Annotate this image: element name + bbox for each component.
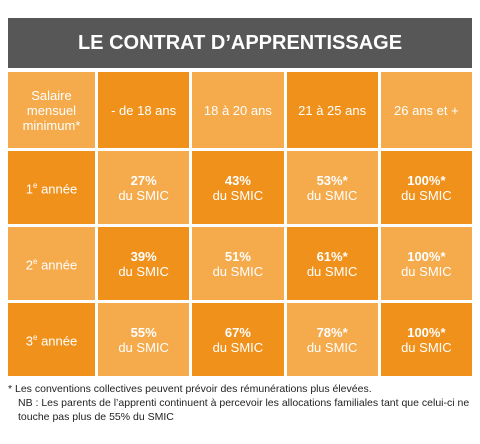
rate-value: 67% <box>224 324 251 340</box>
title: LE CONTRAT D’APPRENTISSAGE <box>77 31 403 54</box>
row-text: année <box>37 333 78 349</box>
rate-value: 43% <box>224 172 251 188</box>
rate-value: 100%* <box>407 324 446 340</box>
row-label: 1e année <box>26 178 77 196</box>
column-header: 18 à 20 ans <box>192 72 284 148</box>
rate-cell: 100%* du SMIC <box>380 303 472 376</box>
row-suffix: e <box>33 333 38 343</box>
row-label: 3e année <box>26 330 77 348</box>
rate-value: 61%* <box>316 248 348 264</box>
rate-unit: du SMIC <box>306 187 358 203</box>
column-label: 21 à 25 ans <box>298 102 367 118</box>
rate-cell: 67% du SMIC <box>192 303 284 376</box>
rate-value: 53%* <box>316 172 348 188</box>
rate-unit: du SMIC <box>118 263 169 279</box>
row-number: 1 <box>25 181 33 197</box>
rate-unit: du SMIC <box>401 263 452 279</box>
rate-unit: du SMIC <box>306 263 358 279</box>
rate-value: 78%* <box>316 324 348 340</box>
corner-label: Salaire mensuel minimum* <box>22 87 81 133</box>
rate-unit: du SMIC <box>306 339 358 355</box>
column-label: 26 ans et + <box>394 102 459 118</box>
rate-unit: du SMIC <box>118 339 169 355</box>
rate-cell: 100%* du SMIC <box>380 151 472 224</box>
note: * Les conventions collectives peuvent pr… <box>8 383 372 395</box>
rate-value: 55% <box>130 324 157 340</box>
column-label: - de 18 ans <box>111 102 177 118</box>
rate-value: 51% <box>224 248 251 264</box>
corner-cell: Salaire mensuel minimum* <box>8 72 95 148</box>
row-header: 3e année <box>8 303 95 376</box>
rate-unit: du SMIC <box>401 339 452 355</box>
note: NB : Les parents de l’apprenti continuen… <box>18 397 470 423</box>
rate-unit: du SMIC <box>118 187 169 203</box>
title-bar: LE CONTRAT D’APPRENTISSAGE <box>8 18 472 68</box>
row-header: 1e année <box>8 151 95 224</box>
row-text: année <box>37 257 78 273</box>
column-header: 21 à 25 ans <box>286 72 378 148</box>
row-text: année <box>37 181 78 197</box>
rate-cell: 78%* du SMIC <box>286 303 378 376</box>
row-header: 2e année <box>8 227 95 300</box>
rate-value: 100%* <box>407 172 446 188</box>
notes: * Les conventions collectives peuvent pr… <box>8 382 476 424</box>
rate-unit: du SMIC <box>401 187 452 203</box>
row-suffix: e <box>33 257 38 267</box>
rate-value: 100%* <box>407 248 446 264</box>
rate-unit: du SMIC <box>212 187 264 203</box>
rate-cell: 53%* du SMIC <box>286 151 378 224</box>
row-number: 3 <box>25 333 33 349</box>
rate-cell: 51% du SMIC <box>192 227 284 300</box>
column-header: 26 ans et + <box>380 72 472 148</box>
rate-value: 27% <box>130 172 157 188</box>
row-number: 2 <box>25 257 33 273</box>
rate-cell: 43% du SMIC <box>192 151 284 224</box>
rate-cell: 27% du SMIC <box>98 151 190 224</box>
row-suffix: e <box>33 181 38 191</box>
rate-cell: 61%* du SMIC <box>286 227 378 300</box>
column-header: - de 18 ans <box>98 72 190 148</box>
salary-table: Salaire mensuel minimum* - de 18 ans 18 à … <box>8 72 472 376</box>
rate-unit: du SMIC <box>212 263 264 279</box>
rate-cell: 55% du SMIC <box>98 303 190 376</box>
column-label: 18 à 20 ans <box>203 102 272 118</box>
rate-unit: du SMIC <box>212 339 264 355</box>
rate-cell: 39% du SMIC <box>98 227 190 300</box>
rate-value: 39% <box>130 248 157 264</box>
rate-cell: 100%* du SMIC <box>380 227 472 300</box>
row-label: 2e année <box>26 254 77 272</box>
